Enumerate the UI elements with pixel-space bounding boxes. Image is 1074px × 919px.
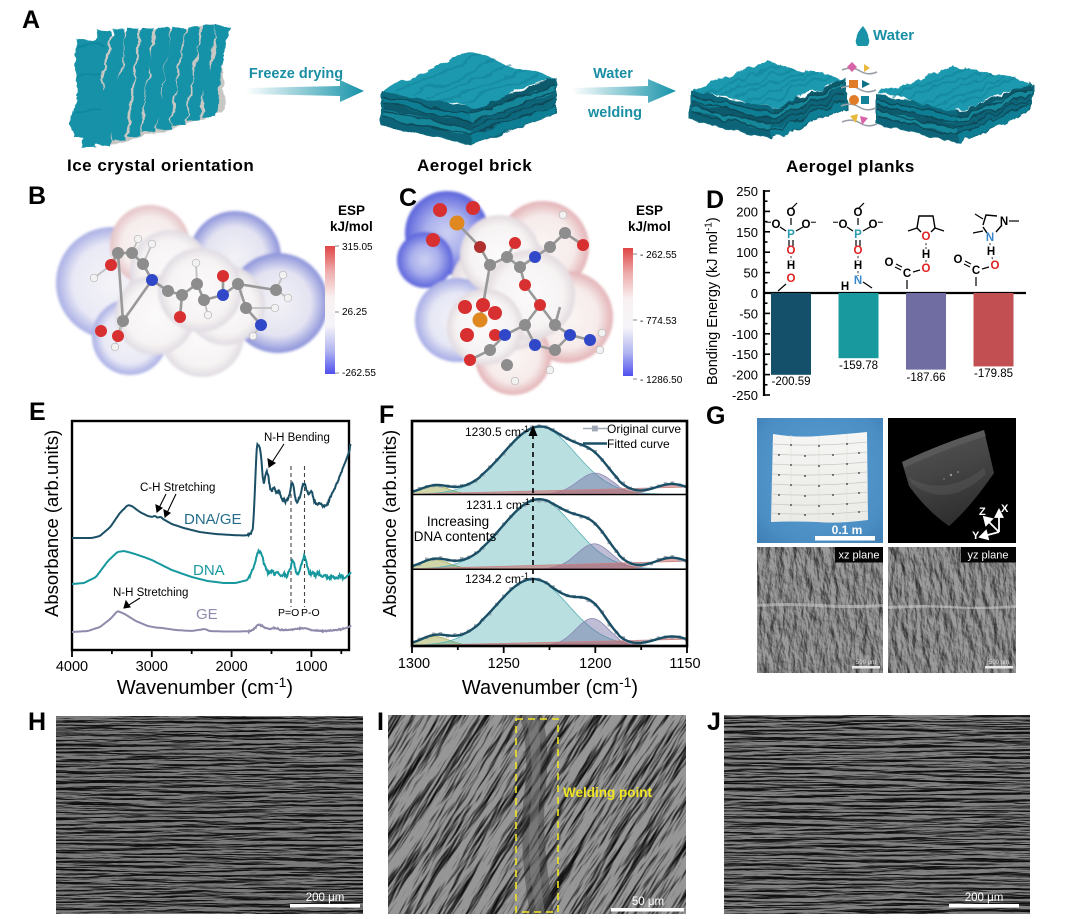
svg-text:O: O [787, 273, 796, 285]
svg-text:H: H [854, 260, 862, 272]
svg-text:O: O [954, 254, 963, 266]
svg-text:150: 150 [736, 225, 758, 240]
svg-text:O⁻: O⁻ [801, 219, 816, 231]
svg-text:1000: 1000 [295, 659, 327, 675]
svg-text:O⁻: O⁻ [868, 219, 883, 231]
svg-text:0: 0 [751, 286, 758, 301]
svg-text:3000: 3000 [136, 659, 168, 675]
svg-text:C-H Stretching: C-H Stretching [140, 482, 215, 494]
svg-text:O: O [787, 207, 796, 219]
svg-text:Absorbance (arb.units): Absorbance (arb.units) [41, 430, 62, 617]
svg-text:H: H [787, 260, 795, 272]
svg-text:1300: 1300 [398, 656, 430, 672]
svg-text:O: O [922, 263, 931, 275]
svg-text:kJ/mol: kJ/mol [628, 219, 671, 234]
svg-text:Wavenumber (cm-1): Wavenumber (cm-1) [117, 674, 293, 699]
svg-text:- 1286.50: - 1286.50 [640, 375, 683, 386]
svg-text:N-H Stretching: N-H Stretching [113, 587, 188, 599]
svg-text:H: H [987, 246, 995, 258]
svg-text:26.25: 26.25 [342, 307, 367, 318]
svg-text:C: C [903, 268, 911, 280]
svg-text:DNA contents: DNA contents [414, 529, 497, 544]
svg-text:⁻O: ⁻O [832, 219, 847, 231]
svg-text:0.1 m: 0.1 m [832, 523, 863, 537]
svg-text:Increasing: Increasing [427, 514, 489, 529]
svg-text:O: O [991, 260, 1000, 272]
svg-text:50: 50 [744, 266, 758, 281]
svg-text:Bonding Energy (kJ mol-1): Bonding Energy (kJ mol-1) [704, 217, 722, 385]
svg-text:Y: Y [972, 530, 980, 542]
svg-text:O: O [885, 257, 894, 269]
svg-text:1231.1 cm-1: 1231.1 cm-1 [466, 497, 530, 512]
svg-text:O: O [854, 207, 863, 219]
svg-text:1150: 1150 [669, 656, 700, 672]
svg-text:P=O: P=O [278, 607, 299, 619]
svg-text:P-O: P-O [301, 607, 320, 619]
svg-text:N: N [986, 232, 994, 244]
svg-text:-100: -100 [732, 327, 758, 342]
svg-text:welding: welding [587, 105, 642, 120]
svg-text:-187.66: -187.66 [906, 372, 945, 384]
svg-text:200 μm: 200 μm [306, 892, 345, 904]
svg-text:H: H [841, 281, 849, 293]
svg-text:4000: 4000 [56, 659, 88, 675]
svg-text:1200: 1200 [579, 656, 611, 672]
svg-text:⁻O: ⁻O [765, 219, 780, 231]
svg-text:yz plane: yz plane [968, 550, 1009, 562]
svg-text:Welding point: Welding point [563, 785, 652, 800]
svg-text:DNA/GE: DNA/GE [184, 511, 242, 528]
svg-text:2000: 2000 [215, 659, 247, 675]
svg-text:500 μm: 500 μm [989, 660, 1009, 666]
svg-text:xz plane: xz plane [839, 550, 880, 562]
svg-text:50 μm: 50 μm [632, 896, 664, 908]
svg-text:-200.59: -200.59 [771, 376, 810, 388]
svg-text:Water: Water [593, 66, 633, 82]
svg-text:-200: -200 [732, 368, 758, 383]
svg-text:Fitted curve: Fitted curve [607, 437, 670, 451]
svg-text:O: O [787, 245, 796, 257]
svg-text:ESP: ESP [636, 203, 663, 218]
svg-text:Freeze drying: Freeze drying [249, 66, 343, 82]
svg-text:1234.2 cm-1: 1234.2 cm-1 [465, 571, 529, 586]
svg-text:Z: Z [979, 506, 986, 518]
svg-text:-250: -250 [732, 388, 758, 403]
svg-text:-50: -50 [739, 306, 758, 321]
svg-text:Absorbance (arb.units): Absorbance (arb.units) [380, 430, 400, 617]
svg-text:Wavenumber (cm-1): Wavenumber (cm-1) [462, 674, 638, 699]
svg-text:- 262.55: - 262.55 [640, 250, 677, 261]
svg-text:200: 200 [736, 204, 758, 219]
svg-text:315.05: 315.05 [342, 242, 373, 253]
svg-text:N: N [854, 275, 862, 287]
svg-text:100: 100 [736, 245, 758, 260]
svg-text:-159.78: -159.78 [839, 360, 878, 372]
svg-text:- 774.53: - 774.53 [640, 316, 677, 327]
svg-text:500 μm: 500 μm [856, 660, 876, 666]
svg-text:200 μm: 200 μm [965, 892, 1004, 904]
svg-text:N: N [1000, 216, 1008, 228]
svg-text:250: 250 [736, 185, 758, 199]
svg-text:C: C [972, 265, 980, 277]
svg-text:GE: GE [196, 606, 218, 623]
svg-text:DNA: DNA [193, 562, 225, 579]
svg-text:O: O [922, 231, 931, 243]
svg-text:-262.55: -262.55 [342, 368, 376, 379]
svg-text:ESP: ESP [338, 203, 365, 218]
svg-text:X: X [1001, 503, 1009, 515]
svg-text:-150: -150 [732, 347, 758, 362]
svg-text:H: H [922, 249, 930, 261]
svg-text:Original curve: Original curve [607, 422, 681, 436]
svg-text:N-H Bending: N-H Bending [264, 432, 330, 444]
svg-text:O: O [854, 245, 863, 257]
svg-text:1230.5 cm-1: 1230.5 cm-1 [465, 424, 529, 439]
svg-text:P: P [787, 229, 795, 241]
svg-text:1250: 1250 [488, 656, 520, 672]
svg-text:P: P [854, 229, 862, 241]
svg-text:-179.85: -179.85 [974, 368, 1013, 380]
svg-text:kJ/mol: kJ/mol [330, 219, 373, 234]
